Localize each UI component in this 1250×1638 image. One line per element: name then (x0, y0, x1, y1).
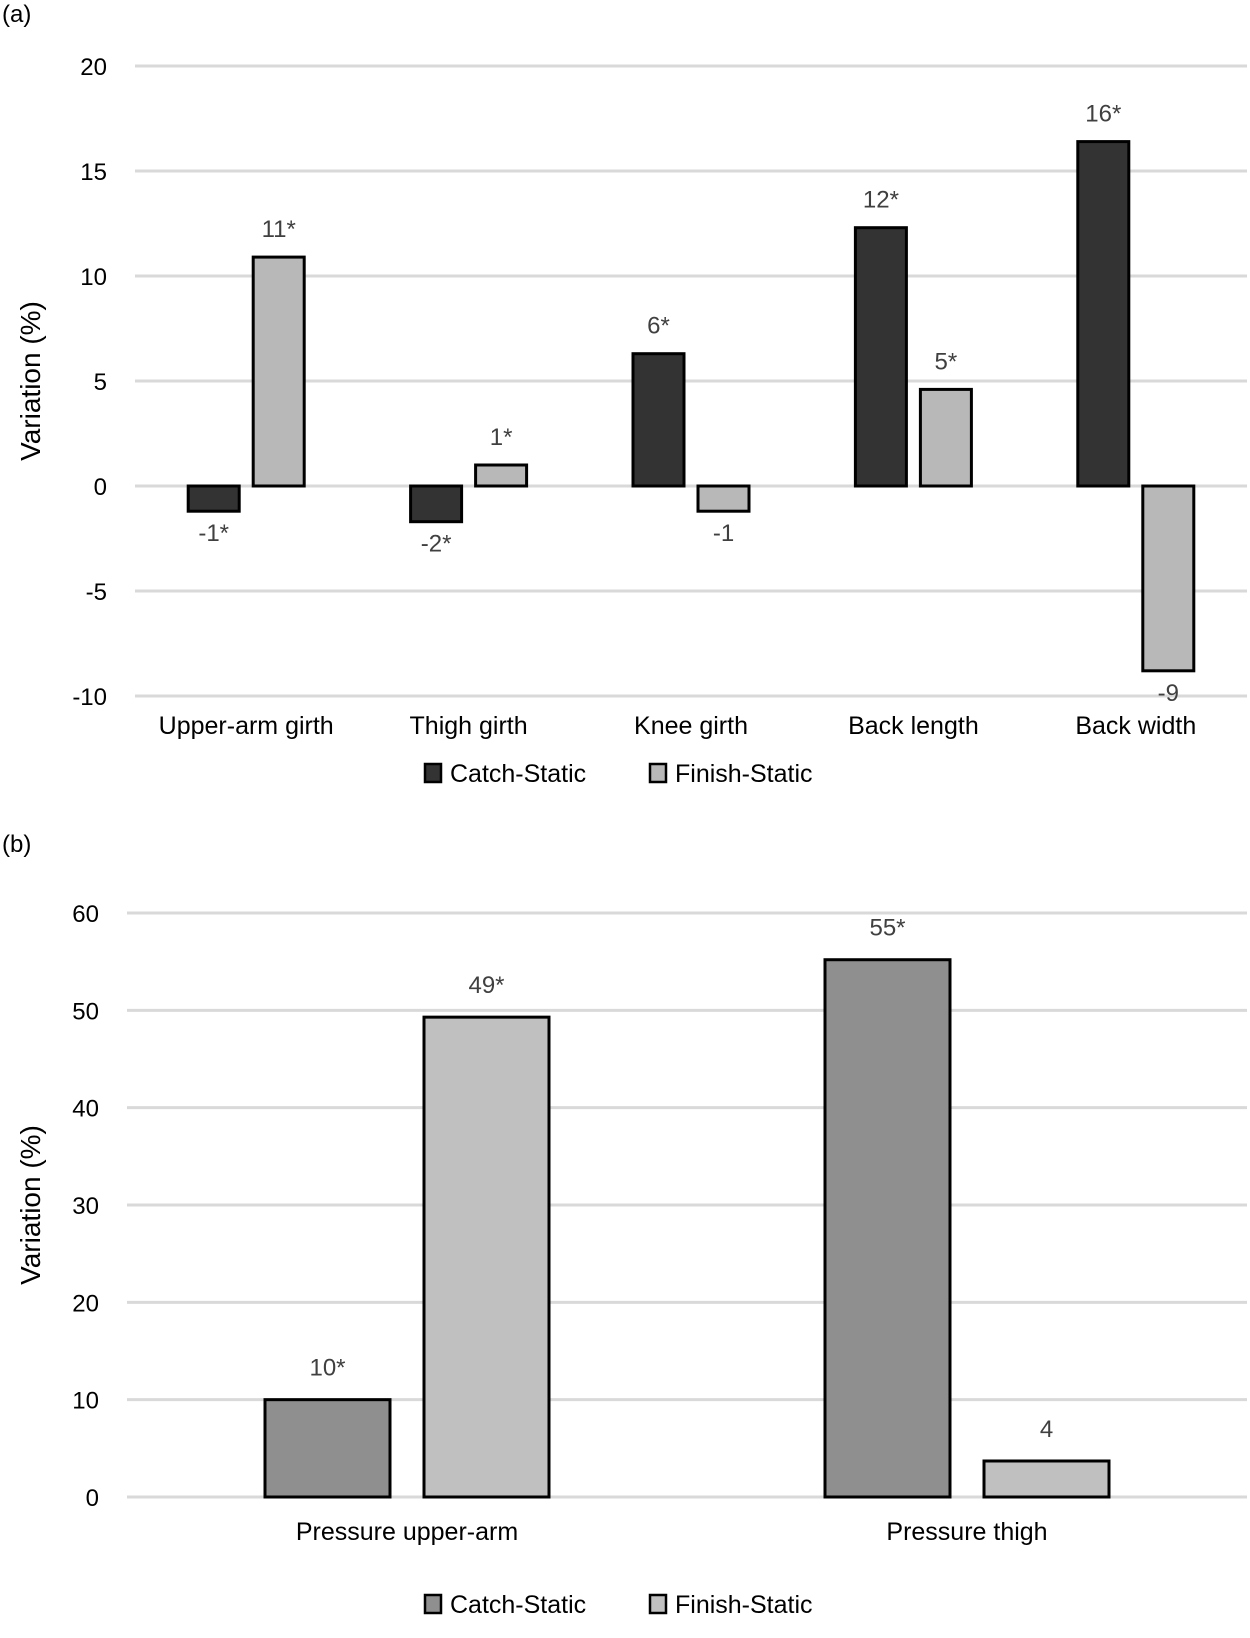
y-tick-label: 5 (94, 369, 107, 396)
chart-panel-0: (a) 20 15 10 5 0 -5 -10 Variation (%) -1* -2* 6* 12*… (2, 1, 1247, 788)
y-tick-label: 10 (72, 1388, 99, 1415)
y-tick-label: 0 (94, 474, 107, 501)
x-category-label: Back width (1075, 712, 1196, 740)
bar (251, 255, 306, 488)
bar (982, 1459, 1111, 1499)
chart-panel-1: (b) 60 50 40 30 20 10 0 Variation (%) 10* 55* 49* 4 P… (2, 831, 1247, 1619)
bar (1141, 484, 1196, 673)
data-label: -9 (1158, 680, 1179, 707)
data-label: 16* (1085, 101, 1121, 128)
x-category-label: Upper-arm girth (159, 712, 334, 740)
y-axis-title: Variation (%) (15, 1125, 46, 1285)
legend-swatch (423, 1593, 443, 1615)
legend-swatch (423, 762, 443, 784)
y-tick-label: 15 (80, 159, 107, 186)
y-tick-label: 60 (72, 901, 99, 928)
y-tick-label: 0 (86, 1485, 99, 1512)
x-category-label: Thigh girth (410, 712, 528, 740)
y-tick-label: -5 (86, 579, 107, 606)
legend-label: Catch-Static (450, 760, 586, 788)
legend-swatch (648, 1593, 668, 1615)
panel-label: (a) (2, 1, 31, 28)
data-label: -1 (713, 520, 734, 547)
bar (631, 352, 686, 488)
y-tick-label: 50 (72, 998, 99, 1025)
data-label: 55* (869, 915, 905, 942)
bar (186, 484, 241, 513)
panel-label: (b) (2, 831, 31, 858)
bar (696, 484, 751, 513)
legend-label: Finish-Static (675, 760, 813, 788)
bar (853, 226, 908, 488)
x-category-label: Knee girth (634, 712, 748, 740)
data-label: 12* (863, 187, 899, 214)
x-category-label: Back length (848, 712, 979, 740)
data-label: 11* (262, 216, 296, 243)
legend-label: Finish-Static (675, 1591, 813, 1619)
y-tick-label: 30 (72, 1193, 99, 1220)
data-label: 6* (647, 313, 670, 340)
bar (1076, 140, 1131, 488)
bar (918, 387, 973, 488)
y-tick-label: 10 (80, 264, 107, 291)
data-label: 1* (490, 424, 513, 451)
data-label: 10* (309, 1355, 345, 1382)
data-label: -2* (421, 531, 452, 558)
x-category-label: Pressure upper-arm (296, 1518, 518, 1546)
bar (422, 1015, 551, 1499)
data-label: 49* (468, 972, 504, 999)
y-axis-title: Variation (%) (15, 301, 46, 461)
legend-label: Catch-Static (450, 1591, 586, 1619)
bar (474, 463, 529, 488)
y-tick-label: 20 (80, 54, 107, 81)
x-category-label: Pressure thigh (886, 1518, 1047, 1546)
legend-swatch (648, 762, 668, 784)
bar (823, 958, 952, 1499)
data-label: -1* (198, 520, 229, 547)
y-tick-label: -10 (72, 684, 107, 711)
y-tick-label: 40 (72, 1096, 99, 1123)
data-label: 4 (1040, 1416, 1053, 1443)
bar (263, 1398, 392, 1499)
data-label: 5* (935, 348, 958, 375)
y-tick-label: 20 (72, 1290, 99, 1317)
bar (409, 484, 464, 524)
